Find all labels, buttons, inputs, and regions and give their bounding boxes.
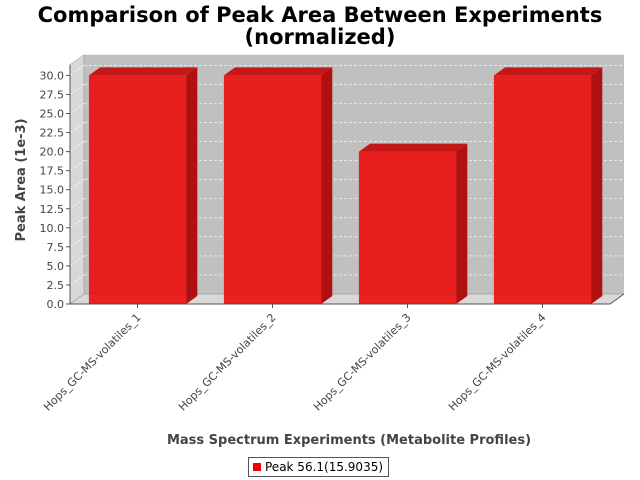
y-tick-label: 7.5	[47, 241, 65, 254]
grid-line	[69, 255, 85, 267]
grid-line	[69, 236, 85, 248]
y-axis-label: Peak Area (1e-3)	[14, 118, 29, 241]
y-tick-label: 25.0	[40, 108, 65, 121]
chart-legend: Peak 56.1(15.9035)	[248, 457, 390, 477]
grid-line	[69, 65, 85, 76]
x-tick-label: Hops_GC-MS-volatiles_4	[446, 311, 549, 414]
plot-side-wall	[69, 54, 85, 305]
grid-line	[69, 84, 85, 95]
bar-side	[186, 67, 198, 305]
y-tick-label: 30.0	[40, 69, 65, 82]
bar-top	[493, 67, 603, 76]
grid-line	[69, 217, 85, 229]
y-tick-label: 27.5	[40, 88, 65, 101]
chart-subtitle: (normalized)	[244, 25, 396, 49]
grid-line	[69, 122, 85, 133]
grid-line	[69, 274, 85, 286]
x-tick-label: Hops_GC-MS-volatiles_2	[176, 311, 279, 414]
bar	[493, 75, 592, 305]
y-tick-label: 22.5	[40, 127, 65, 140]
legend-label: Peak 56.1(15.9035)	[265, 460, 384, 474]
y-tick-label: 10.0	[40, 222, 65, 235]
grid-line	[69, 103, 85, 114]
y-tick-label: 20.0	[40, 146, 65, 159]
y-tick-label: 2.5	[47, 279, 65, 292]
x-axis-label: Mass Spectrum Experiments (Metabolite Pr…	[167, 433, 531, 448]
x-tick-label: Hops_GC-MS-volatiles_3	[311, 311, 414, 414]
bar-top	[223, 67, 333, 76]
y-tick-label: 12.5	[40, 203, 65, 216]
bar-side	[321, 67, 333, 305]
y-tick-label: 0.0	[47, 298, 65, 311]
x-tick-label: Hops_GC-MS-volatiles_1	[41, 311, 144, 414]
bar	[223, 75, 322, 305]
bar	[358, 151, 457, 304]
y-tick-label: 15.0	[40, 184, 65, 197]
x-axis-edge	[609, 293, 625, 305]
bar-side	[591, 67, 603, 305]
bar	[88, 75, 187, 305]
bar-side	[456, 143, 468, 304]
bar-top	[88, 67, 198, 76]
grid-line	[69, 141, 85, 152]
grid-line	[69, 160, 85, 171]
grid-line	[69, 179, 85, 190]
y-tick-label: 5.0	[47, 260, 65, 273]
legend-swatch	[253, 463, 261, 471]
chart-title: Comparison of Peak Area Between Experime…	[37, 3, 603, 27]
grid-line	[69, 198, 85, 209]
y-tick-label: 17.5	[40, 165, 65, 178]
bar-top	[358, 143, 468, 152]
